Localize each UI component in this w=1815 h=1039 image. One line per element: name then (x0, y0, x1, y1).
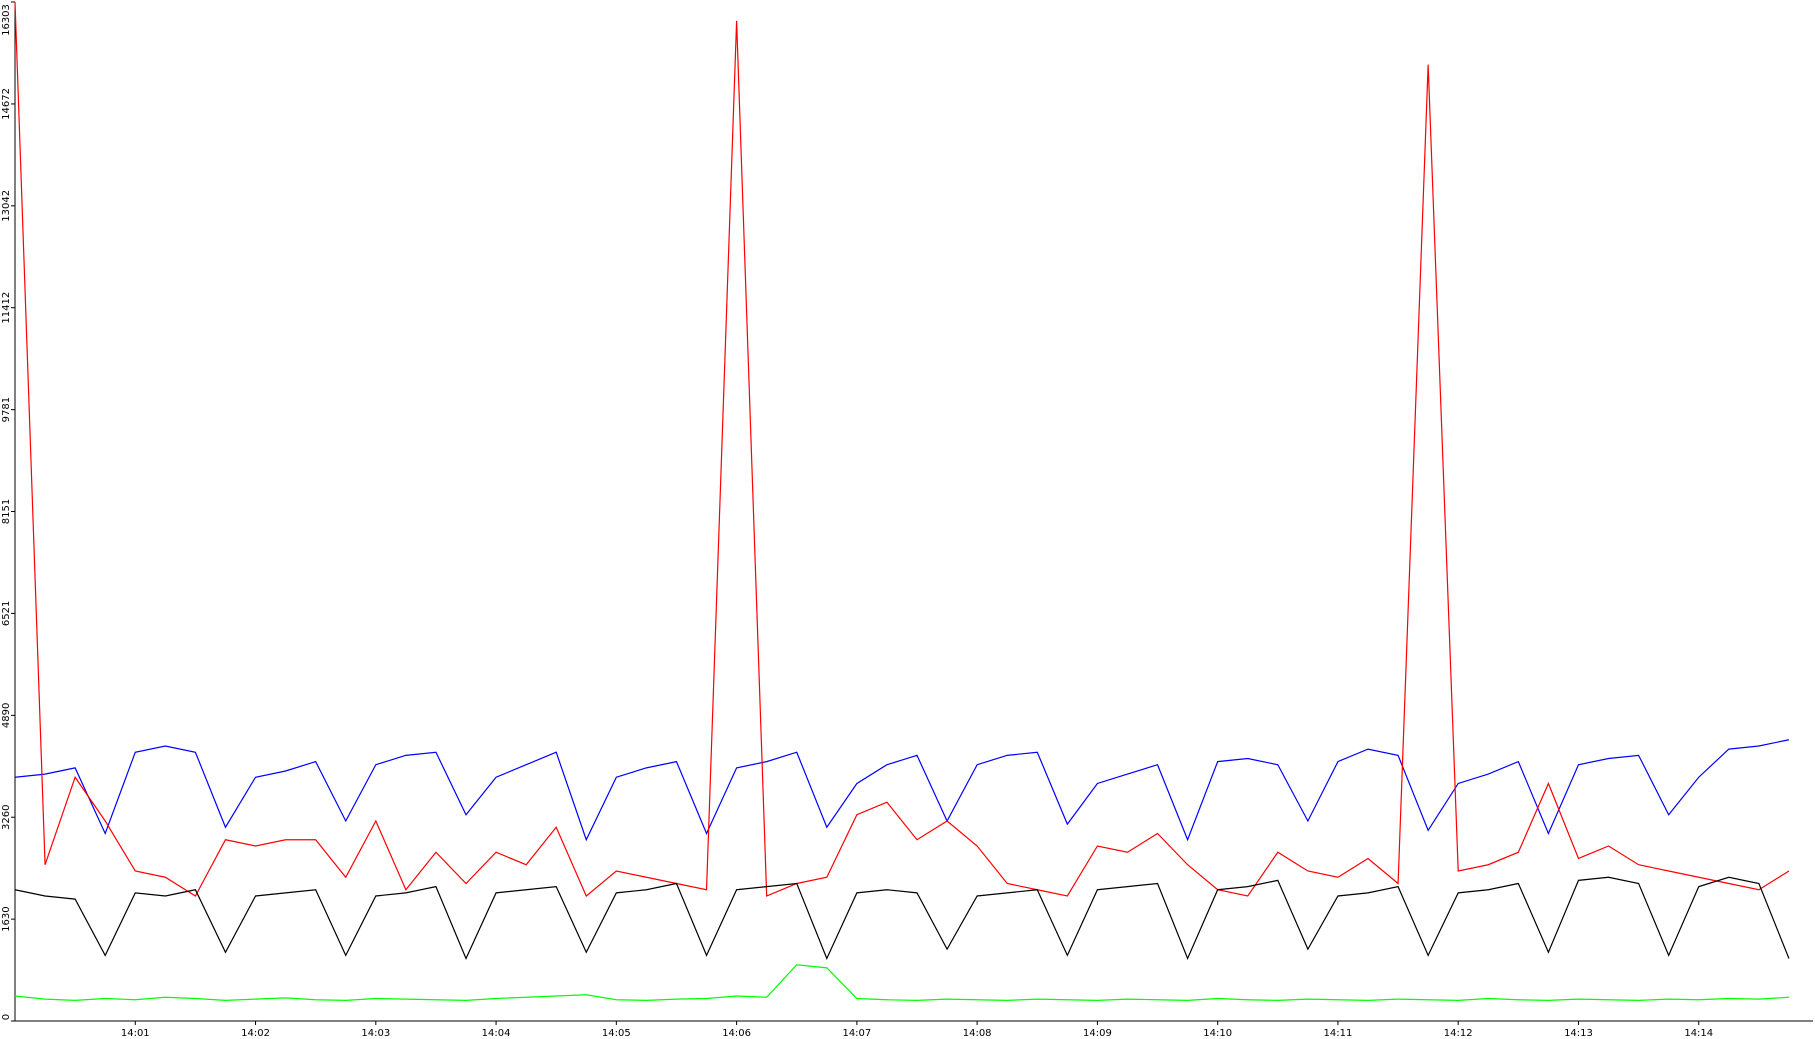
y-tick-label: 16303 (1, 4, 12, 36)
series-line (14, 964, 1789, 1001)
x-tick-label: 14:10 (1203, 1028, 1232, 1039)
y-tick-label: 0 (1, 1014, 12, 1020)
x-tick-label: 14:09 (1083, 1028, 1112, 1039)
y-tick-label: 4890 (1, 703, 12, 728)
y-tick-label: 3260 (1, 805, 12, 830)
x-tick-label: 14:13 (1564, 1028, 1593, 1039)
x-tick-label: 14:02 (241, 1028, 270, 1039)
y-tick-label: 14672 (1, 88, 12, 120)
x-tick-label: 14:12 (1444, 1028, 1473, 1039)
x-tick-label: 14:04 (482, 1028, 511, 1039)
x-tick-label: 14:05 (602, 1028, 631, 1039)
x-tick-label: 14:14 (1684, 1028, 1713, 1039)
y-tick-label: 9781 (1, 397, 12, 422)
series-line (14, 1, 1790, 897)
x-tick-label: 14:06 (722, 1028, 751, 1039)
x-tick-label: 14:07 (842, 1028, 871, 1039)
y-tick-label: 11412 (1, 292, 12, 324)
y-tick-label: 1630 (1, 906, 12, 931)
y-tick-label: 8151 (1, 499, 12, 524)
x-tick-label: 14:03 (361, 1028, 390, 1039)
y-tick-label: 13042 (1, 190, 12, 222)
x-tick-label: 14:08 (963, 1028, 992, 1039)
x-tick-label: 14:01 (121, 1028, 150, 1039)
x-tick-label: 14:11 (1324, 1028, 1353, 1039)
series-line (14, 876, 1790, 961)
y-tick-label: 6521 (1, 601, 12, 626)
series-line (14, 739, 1790, 842)
